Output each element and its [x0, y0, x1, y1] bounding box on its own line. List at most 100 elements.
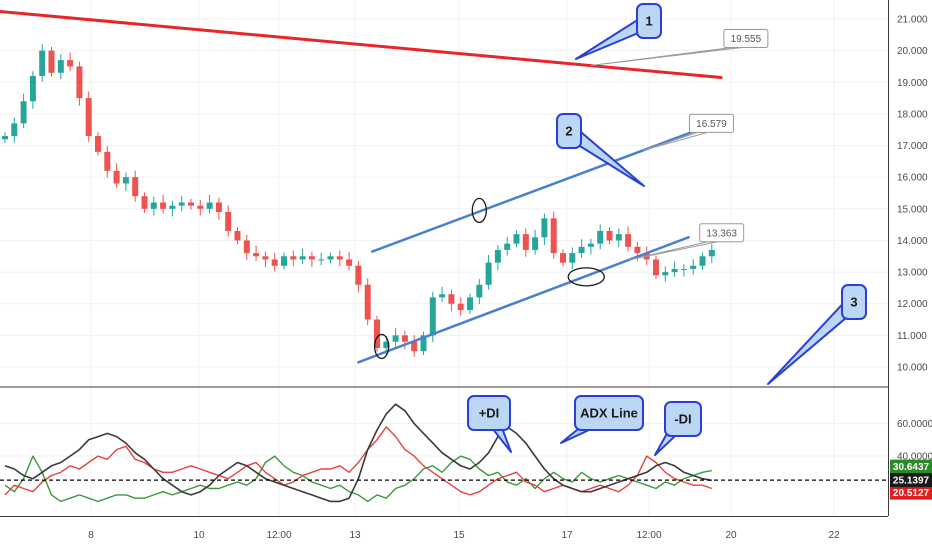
candle-body [355, 265, 362, 285]
candle-body [281, 256, 287, 266]
candle-body [662, 272, 669, 276]
x-tick-label: 20 [725, 530, 737, 541]
value-badge [890, 485, 932, 500]
trendline-label: 19.555 [731, 34, 762, 45]
circled-point [373, 333, 390, 360]
trendline-label-box [723, 29, 769, 49]
price-tick-label: 14.000 [897, 236, 928, 247]
candle-body [67, 60, 74, 67]
candle-body [448, 294, 455, 304]
value-badge-label: 20.5127 [893, 488, 930, 499]
callout-label: +DI [479, 406, 500, 421]
candle-body [587, 243, 594, 247]
candle-body [141, 196, 148, 209]
price-tick-label: 16.000 [897, 173, 928, 184]
candle-body [48, 50, 55, 73]
candle-body [401, 335, 408, 342]
callout-box-inner [845, 288, 863, 316]
candle-body [513, 234, 520, 244]
candle-body [76, 66, 83, 99]
candle-body [178, 202, 185, 206]
candle-body [374, 319, 380, 349]
callout-label: -DI [674, 412, 691, 427]
callout-box-inner [578, 399, 640, 427]
candle-body [690, 265, 697, 269]
candle-body [160, 202, 167, 209]
trendline [0, 9, 723, 80]
candle-body [467, 297, 473, 311]
candle-body [11, 123, 18, 137]
candle-body [680, 268, 687, 270]
candle-body [39, 50, 46, 76]
price-tick-label: 10.000 [897, 363, 928, 374]
candle-body [290, 256, 297, 260]
candle-body [634, 246, 641, 254]
candle-body [57, 60, 64, 73]
candle-body [439, 294, 446, 298]
trendlines-layer: 19.555 16.579 13.363 [0, 9, 769, 364]
candle-body [346, 259, 353, 266]
callouts-layer: 1 2 3 [556, 3, 867, 385]
callout-box-inner [560, 117, 578, 145]
trendline-label-box [699, 223, 745, 243]
candle-body [104, 151, 111, 171]
candle-body [420, 335, 427, 352]
indicator-layer: +DI ADX Line -DI [0, 395, 888, 503]
candle-body [150, 202, 157, 209]
candle-body [188, 202, 194, 206]
candle-body [615, 234, 622, 241]
value-badge [890, 459, 932, 474]
grid-layer [0, 0, 888, 516]
candle-body [504, 243, 511, 250]
price-tick-label: 13.000 [897, 268, 928, 279]
indicator-tick-label: 40.0000 [897, 452, 932, 463]
candle-body [225, 211, 232, 231]
candle-body [271, 259, 278, 266]
circled-point [567, 267, 605, 287]
candle-body [671, 268, 678, 273]
candle-body [532, 237, 539, 250]
callout-box-inner [668, 405, 698, 433]
x-tick-label: 22 [828, 530, 840, 541]
candle-body [215, 202, 222, 212]
trendline [357, 236, 690, 364]
candle-body [653, 259, 659, 276]
indicator-tick-label: 60.0000 [897, 419, 932, 430]
candle-body [113, 170, 120, 184]
candle-body [299, 256, 306, 260]
x-tick-label: 12:00 [636, 530, 661, 541]
x-tick-label: 12:00 [266, 530, 291, 541]
price-tick-label: 15.000 [897, 204, 928, 215]
candle-body [2, 136, 8, 140]
trendline-label-box [688, 113, 734, 133]
candle-body [169, 205, 176, 209]
candle-body [243, 240, 250, 254]
candle-body [20, 101, 27, 124]
indicator-line [4, 403, 712, 503]
candle-body [541, 218, 548, 238]
x-tick-label: 15 [453, 530, 465, 541]
x-tick-label: 17 [561, 530, 573, 541]
candle-body [122, 177, 129, 184]
candle-body [708, 249, 715, 257]
candle-body [522, 234, 529, 250]
value-badge-label: 25.1397 [893, 476, 930, 487]
candle-body [206, 202, 213, 209]
candle-body [550, 218, 557, 254]
x-tick-label: 10 [193, 530, 205, 541]
candle-body [29, 75, 36, 102]
candle-body [308, 256, 315, 260]
candle-body [457, 303, 464, 311]
price-tick-label: 19.000 [897, 78, 928, 89]
price-tick-label: 21.000 [897, 14, 928, 25]
price-tick-label: 11.000 [897, 331, 927, 342]
candle-body [569, 253, 576, 263]
price-tick-label: 17.000 [897, 141, 928, 152]
axis-layer: 8 10 12:00 13 15 17 12:00 20 2210.00011.00012.00… [0, 0, 932, 541]
callout-box-inner [471, 399, 507, 427]
candle-body [85, 98, 92, 137]
candle-body [485, 262, 492, 285]
candle-body [262, 256, 269, 260]
trendline-label: 13.363 [706, 228, 737, 239]
